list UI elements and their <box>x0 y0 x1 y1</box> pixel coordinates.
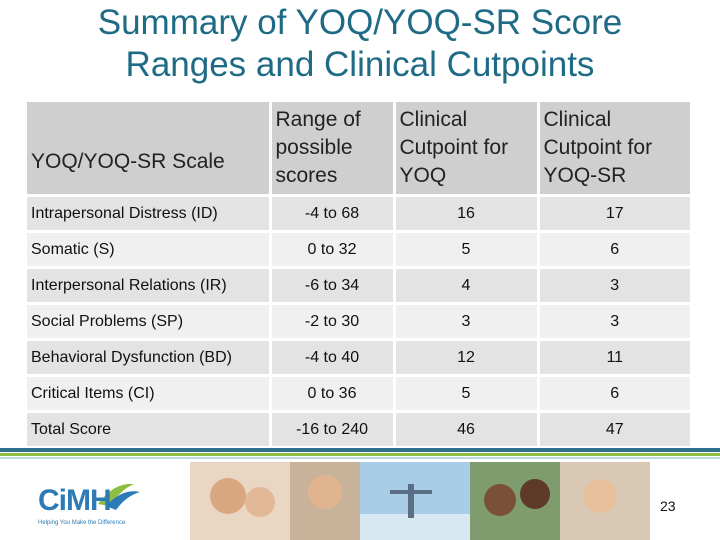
table-row: Intrapersonal Distress (ID) -4 to 68 16 … <box>27 194 690 232</box>
slide-title-line-1: Summary of YOQ/YOQ-SR Score <box>97 3 623 42</box>
table-row: Somatic (S) 0 to 32 5 6 <box>27 230 690 268</box>
table-row: Behavioral Dysfunction (BD) -4 to 40 12 … <box>27 338 690 376</box>
header-yoqsr-line-2: Cutpoint for <box>543 136 653 159</box>
slide-footer: CiMH Helping You Make the Difference 23 <box>0 462 720 540</box>
header-scale-label: YOQ/YOQ-SR Scale <box>31 150 225 173</box>
cell-yoqsr: 47 <box>536 410 690 446</box>
header-yoqsr-line-1: Clinical <box>543 108 612 131</box>
header-yoq-cutpoint: Clinical Cutpoint for YOQ <box>392 102 538 196</box>
cell-yoq: 12 <box>392 338 538 376</box>
cell-yoqsr: 6 <box>536 374 690 412</box>
family-photos-image <box>190 462 650 540</box>
cell-range: -4 to 40 <box>268 338 394 376</box>
header-range: Range of possible scores <box>268 102 394 196</box>
table-row: Total Score -16 to 240 46 47 <box>27 410 690 446</box>
cell-scale: Behavioral Dysfunction (BD) <box>27 338 270 376</box>
header-range-line-3: scores <box>275 164 338 187</box>
logo-tagline: Helping You Make the Difference <box>38 520 126 526</box>
header-range-line-1: Range of <box>275 108 361 131</box>
divider-bar-lightblue <box>0 457 720 459</box>
divider-bar-blue <box>0 448 720 452</box>
cell-yoqsr: 3 <box>536 302 690 340</box>
cell-scale: Interpersonal Relations (IR) <box>27 266 270 304</box>
cell-yoq: 5 <box>392 230 538 268</box>
slide-title-line-2: Ranges and Clinical Cutpoints <box>125 45 595 84</box>
table-header-row: YOQ/YOQ-SR Scale Range of possible score… <box>27 102 690 196</box>
header-yoq-line-1: Clinical <box>399 108 468 131</box>
cell-range: 0 to 32 <box>268 230 394 268</box>
cell-yoq: 46 <box>392 410 538 446</box>
cell-range: -2 to 30 <box>268 302 394 340</box>
cell-range: -16 to 240 <box>268 410 394 446</box>
score-range-table: YOQ/YOQ-SR Scale Range of possible score… <box>27 102 690 446</box>
cell-yoqsr: 3 <box>536 266 690 304</box>
cell-range: -6 to 34 <box>268 266 394 304</box>
cell-yoq: 3 <box>392 302 538 340</box>
cimh-logo: CiMH Helping You Make the Difference <box>36 474 146 534</box>
logo-text: CiMH <box>38 484 112 517</box>
cell-yoqsr: 17 <box>536 194 690 232</box>
header-yoq-line-2: Cutpoint for <box>399 136 509 159</box>
cell-scale: Critical Items (CI) <box>27 374 270 412</box>
logo-swoosh-icon <box>98 483 140 510</box>
cell-yoq: 16 <box>392 194 538 232</box>
header-range-line-2: possible <box>275 136 353 159</box>
table-row: Interpersonal Relations (IR) -6 to 34 4 … <box>27 266 690 304</box>
table-row: Critical Items (CI) 0 to 36 5 6 <box>27 374 690 412</box>
header-yoqsr-line-3: YOQ-SR <box>543 164 627 187</box>
footer-photo-collage <box>190 462 650 540</box>
cell-scale: Total Score <box>27 410 270 446</box>
cell-scale: Intrapersonal Distress (ID) <box>27 194 270 232</box>
slide-title: Summary of YOQ/YOQ-SR Score Ranges and C… <box>0 2 720 86</box>
cell-range: -4 to 68 <box>268 194 394 232</box>
page-number: 23 <box>660 498 676 514</box>
divider-bar-green <box>0 453 720 456</box>
cell-yoq: 5 <box>392 374 538 412</box>
header-yoqsr-cutpoint: Clinical Cutpoint for YOQ-SR <box>536 102 690 196</box>
table-row: Social Problems (SP) -2 to 30 3 3 <box>27 302 690 340</box>
cell-yoqsr: 6 <box>536 230 690 268</box>
header-scale: YOQ/YOQ-SR Scale <box>27 102 270 196</box>
cell-range: 0 to 36 <box>268 374 394 412</box>
cell-scale: Somatic (S) <box>27 230 270 268</box>
cell-yoq: 4 <box>392 266 538 304</box>
cell-yoqsr: 11 <box>536 338 690 376</box>
cell-scale: Social Problems (SP) <box>27 302 270 340</box>
header-yoq-line-3: YOQ <box>399 164 447 187</box>
footer-divider-bars <box>0 448 720 462</box>
